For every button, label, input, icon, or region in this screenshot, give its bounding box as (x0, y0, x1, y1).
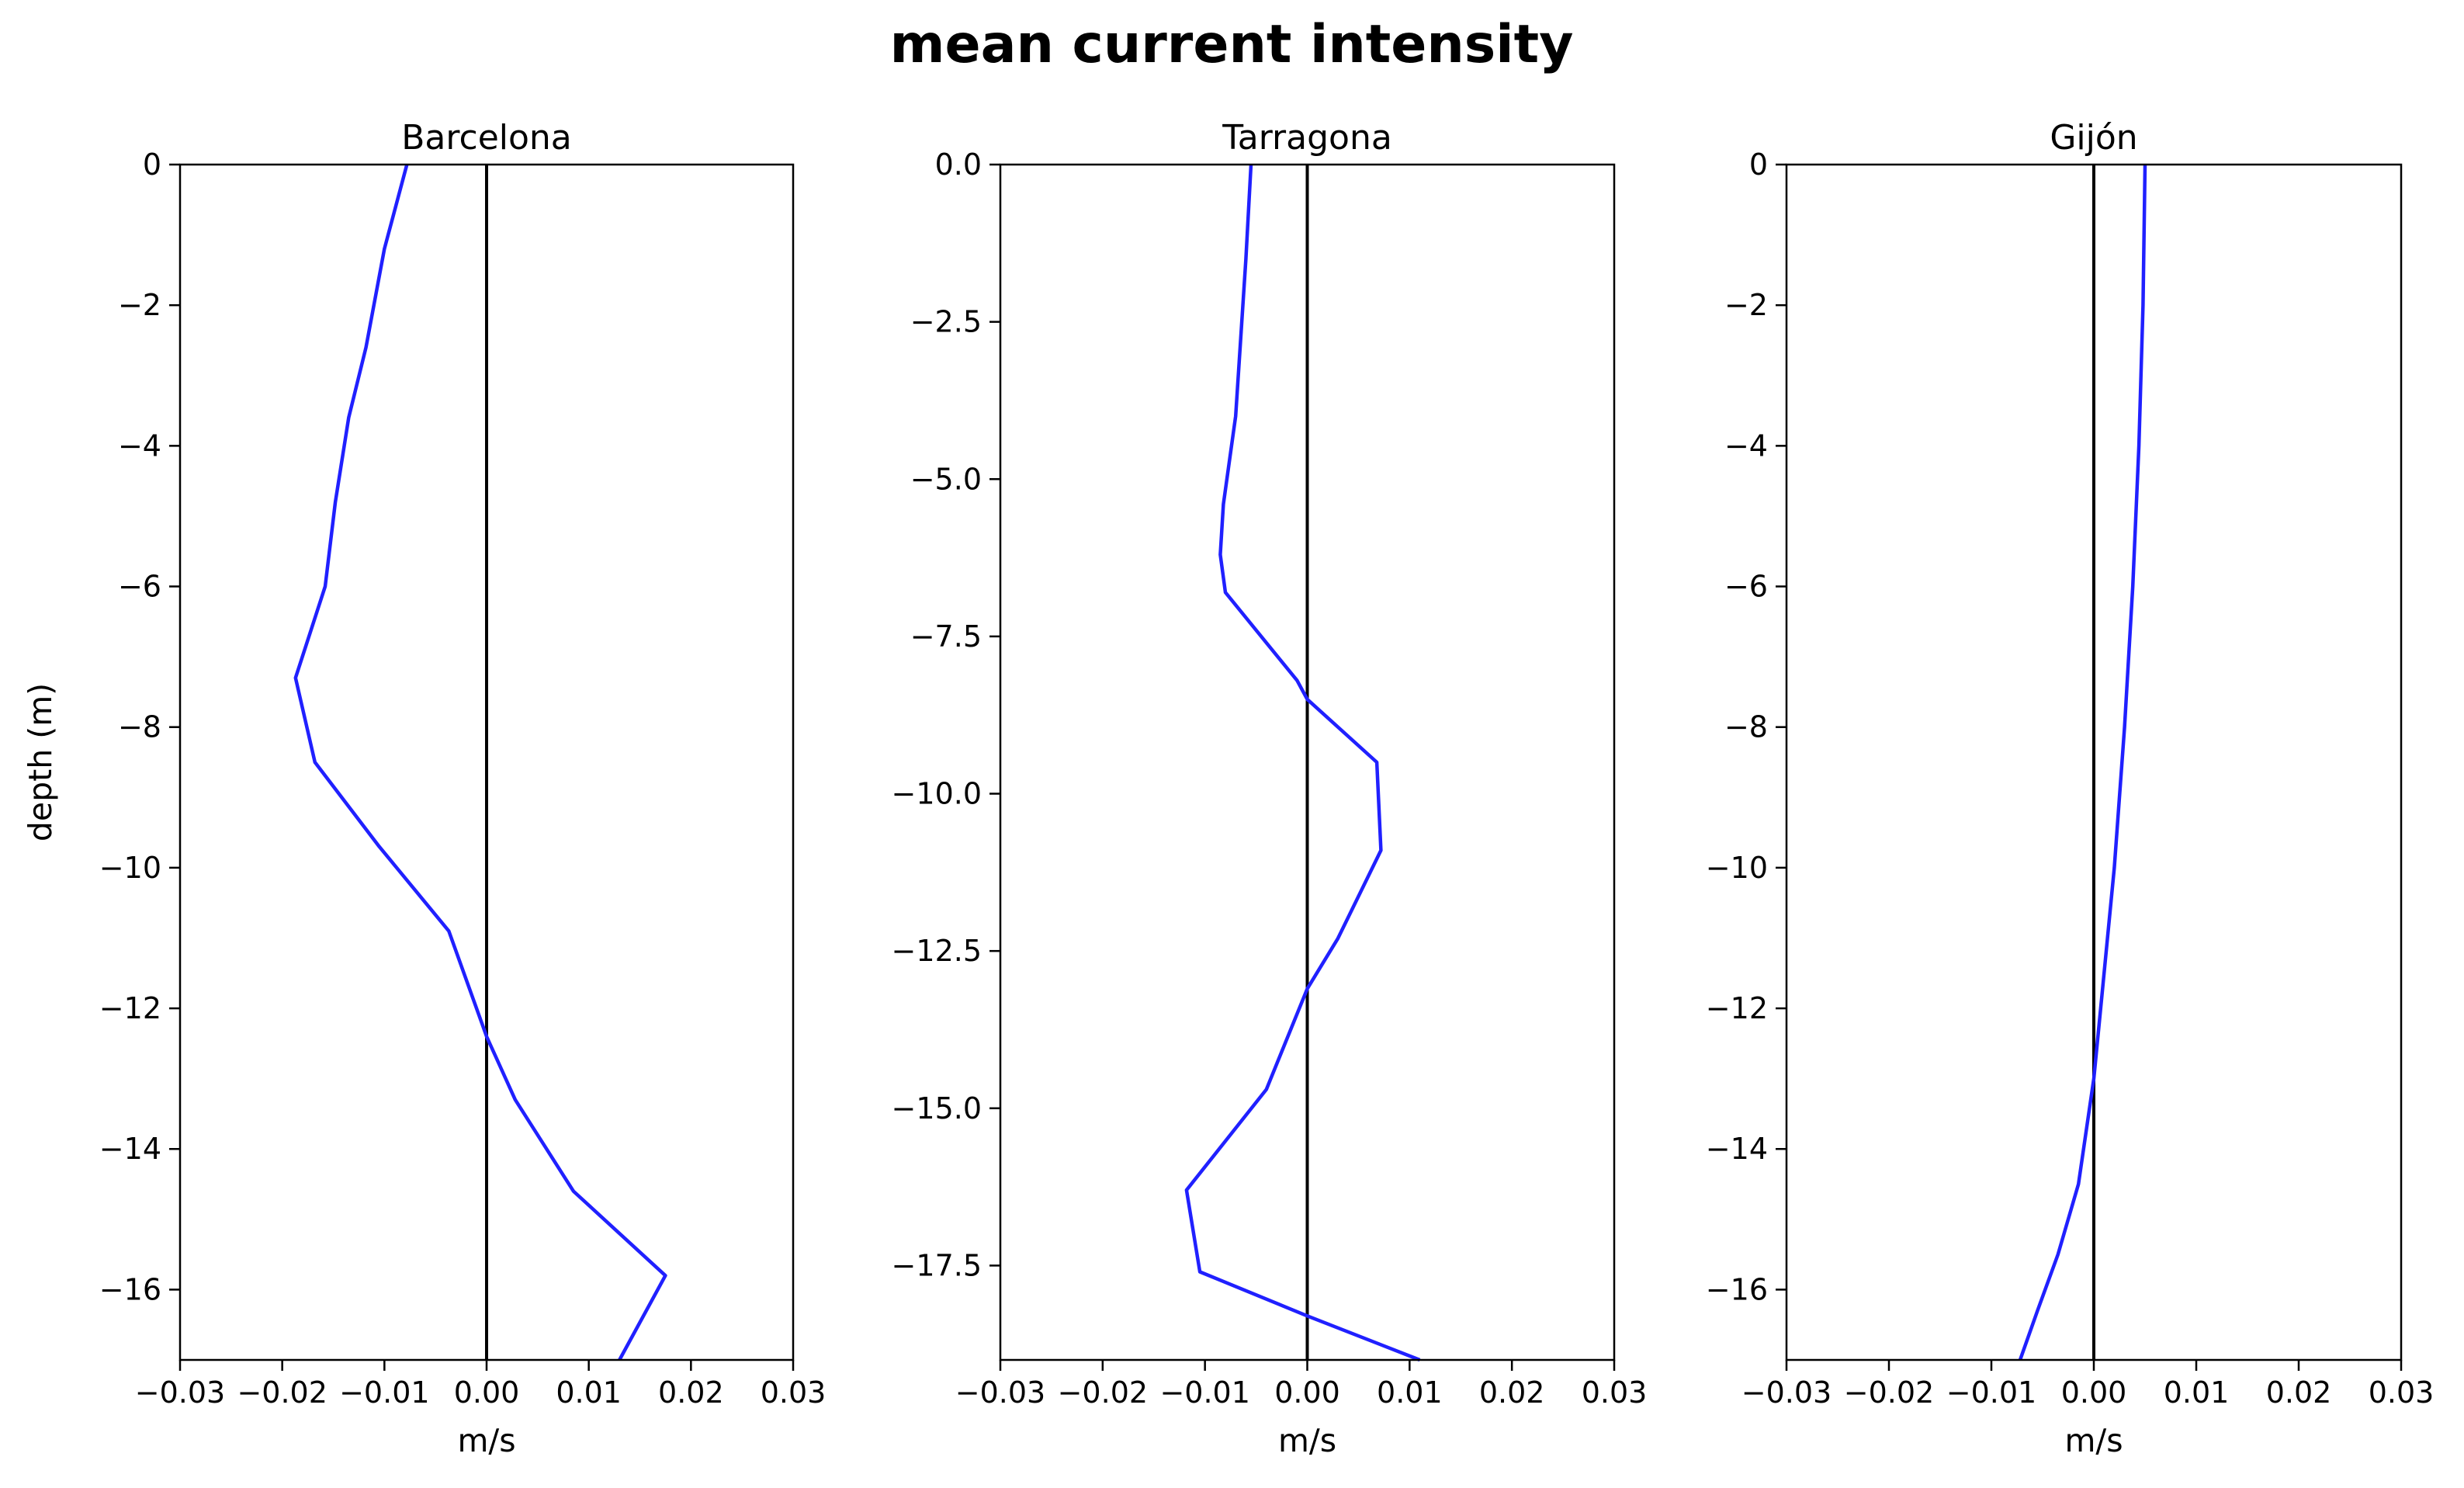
x-axis-label: m/s (457, 1422, 515, 1459)
y-axis-label: depth (m) (22, 683, 59, 841)
x-tick-label: 0.01 (2164, 1375, 2230, 1410)
y-tick-label: −5.0 (910, 462, 982, 496)
y-tick-label: −4 (1724, 428, 1768, 463)
x-tick-label: 0.00 (1274, 1375, 1340, 1410)
x-axis-label: m/s (2064, 1422, 2123, 1459)
y-tick-label: 0 (143, 147, 161, 182)
y-tick-label: −10 (1706, 851, 1768, 885)
y-tick-label: −17.5 (892, 1248, 982, 1282)
x-tick-label: 0.01 (556, 1375, 622, 1410)
y-tick-label: −6 (118, 570, 161, 604)
x-tick-label: 0.03 (1582, 1375, 1648, 1410)
y-tick-label: −8 (118, 710, 161, 744)
x-tick-label: −0.03 (955, 1375, 1045, 1410)
profile-line-tarragona (1184, 164, 1421, 1362)
x-tick-label: 0.03 (761, 1375, 827, 1410)
panel-tarragona: −0.03 −0.02 −0.01 0.00 0.01 0.02 0.03 0.0 −2.5 −5… (892, 118, 1648, 1459)
y-tick-label: −12.5 (892, 934, 982, 968)
x-tick-label: 0.02 (1479, 1375, 1545, 1410)
panel-barcelona: −0.03 −0.02 −0.01 0.00 0.01 0.02 0.03 0 −2 −4 −6 −8… (22, 118, 826, 1459)
x-tick-label: −0.03 (135, 1375, 225, 1410)
x-tick-label: 0.00 (454, 1375, 520, 1410)
panel-gijon: −0.03 −0.02 −0.01 0.00 0.01 0.02 0.03 0 −2 −4 −6 −8… (1706, 118, 2435, 1459)
y-tick-label: −14 (1706, 1132, 1768, 1166)
x-tick-label: −0.01 (1946, 1375, 2036, 1410)
x-tick-label: −0.01 (339, 1375, 429, 1410)
y-tick-label: −2.5 (910, 305, 982, 339)
x-tick-label: 0.02 (658, 1375, 724, 1410)
y-tick-label: −6 (1724, 570, 1768, 604)
panel-title: Barcelona (401, 118, 572, 158)
x-tick-label: 0.02 (2266, 1375, 2332, 1410)
x-tick-label: −0.02 (1058, 1375, 1148, 1410)
x-tick-label: 0.03 (2369, 1375, 2435, 1410)
y-tick-label: −16 (1706, 1272, 1768, 1306)
panel-title: Tarragona (1222, 118, 1392, 158)
x-tick-label: −0.02 (1844, 1375, 1934, 1410)
x-tick-label: 0.01 (1377, 1375, 1443, 1410)
y-tick-label: 0 (1749, 147, 1768, 182)
profile-line-gijn (2018, 164, 2147, 1361)
y-tick-label: −12 (99, 991, 161, 1025)
profile-line-barcelona (293, 164, 667, 1361)
x-tick-label: −0.01 (1159, 1375, 1249, 1410)
x-tick-label: 0.00 (2061, 1375, 2127, 1410)
y-tick-label: −8 (1724, 710, 1768, 744)
y-tick-label: −10 (99, 851, 161, 885)
x-axis-label: m/s (1278, 1422, 1336, 1459)
figure-title: mean current intensity (890, 14, 1574, 75)
y-tick-label: −16 (99, 1272, 161, 1306)
y-tick-label: −15.0 (892, 1091, 982, 1126)
x-tick-label: −0.02 (237, 1375, 327, 1410)
y-tick-label: −10.0 (892, 777, 982, 811)
x-tick-label: −0.03 (1741, 1375, 1832, 1410)
panel-title: Gijón (2050, 118, 2137, 158)
y-tick-label: −14 (99, 1132, 161, 1166)
y-tick-label: −12 (1706, 991, 1768, 1025)
y-tick-label: −2 (1724, 288, 1768, 322)
y-tick-label: −7.5 (910, 619, 982, 654)
y-tick-label: −4 (118, 428, 161, 463)
y-tick-label: 0.0 (935, 147, 982, 182)
y-tick-label: −2 (118, 288, 161, 322)
